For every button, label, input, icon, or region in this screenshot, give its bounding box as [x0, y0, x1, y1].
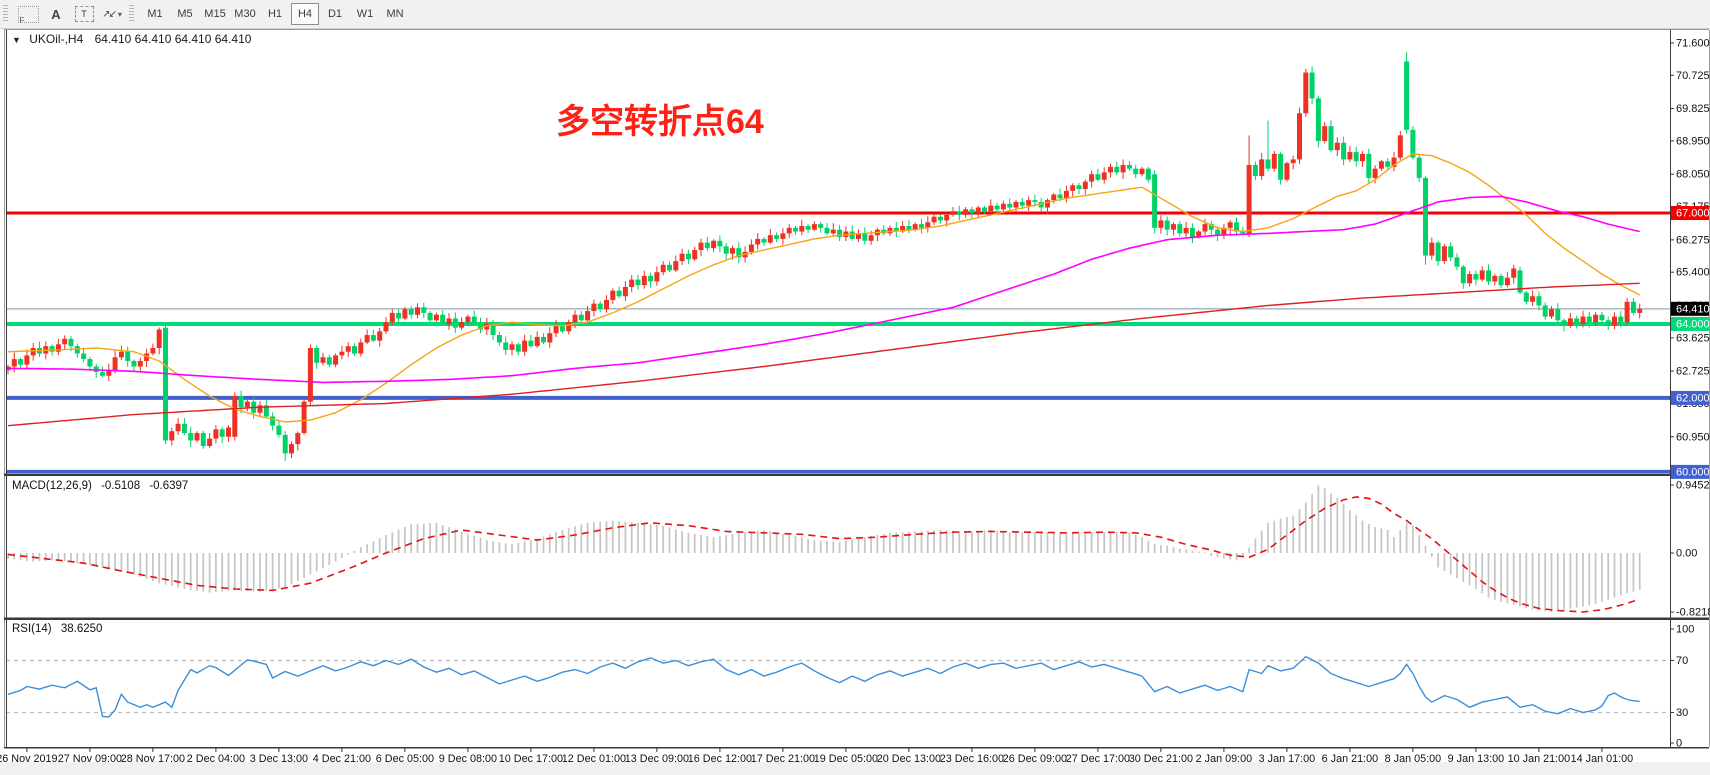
- svg-text:17 Dec 21:00: 17 Dec 21:00: [751, 753, 815, 765]
- svg-text:69.825: 69.825: [1676, 103, 1710, 115]
- svg-text:-0.8218: -0.8218: [1676, 607, 1710, 619]
- tf-button-m5[interactable]: M5: [177, 8, 193, 20]
- svg-text:9 Dec 08:00: 9 Dec 08:00: [439, 753, 497, 765]
- bottom-margin: [0, 762, 1710, 775]
- svg-text:65.400: 65.400: [1676, 267, 1710, 279]
- svg-text:6 Jan 21:00: 6 Jan 21:00: [1322, 753, 1378, 765]
- candles-layer: [7, 52, 1643, 461]
- svg-text:16 Dec 12:00: 16 Dec 12:00: [688, 753, 752, 765]
- text-label-tool-button[interactable]: A: [44, 3, 68, 25]
- svg-text:64.000: 64.000: [1676, 318, 1710, 330]
- toolbar-grip-icon[interactable]: [3, 5, 8, 23]
- price-badge-67.000: 67.000: [1671, 206, 1710, 221]
- svg-text:68.050: 68.050: [1676, 169, 1710, 181]
- svg-text:27 Nov 09:00: 27 Nov 09:00: [58, 753, 122, 765]
- svg-text:60.000: 60.000: [1676, 466, 1710, 478]
- svg-text:27 Dec 17:00: 27 Dec 17:00: [1066, 753, 1130, 765]
- ma-slow-red: [7, 282, 1640, 427]
- svg-text:71.600: 71.600: [1676, 37, 1710, 49]
- svg-text:9 Jan 13:00: 9 Jan 13:00: [1448, 753, 1504, 765]
- trade-annotation-text: 多空转折点64: [556, 103, 764, 141]
- tf-button-mn[interactable]: MN: [386, 8, 404, 20]
- svg-text:62.000: 62.000: [1676, 392, 1710, 404]
- svg-text:10 Dec 17:00: 10 Dec 17:00: [499, 753, 563, 765]
- svg-text:62.725: 62.725: [1676, 366, 1710, 378]
- price-axis: 71.60070.72569.82568.95068.05067.17566.2…: [1670, 37, 1710, 750]
- ma-fast-orange: [7, 153, 1641, 423]
- ohlc-values: 64.410 64.410 64.410 64.410: [94, 32, 252, 46]
- macd-panel: [7, 485, 1641, 613]
- diagonal-arrows-icon: ↗↙: [102, 8, 117, 20]
- chevron-down-icon: ▾: [117, 9, 122, 19]
- svg-text:64.410: 64.410: [1676, 303, 1710, 315]
- tf-button-m15[interactable]: M15: [204, 8, 226, 20]
- ma-mid-magenta: [8, 195, 1640, 384]
- svg-text:10 Jan 21:00: 10 Jan 21:00: [1508, 753, 1570, 765]
- svg-text:26 Dec 09:00: 26 Dec 09:00: [1003, 753, 1067, 765]
- symbol-period-label: UKOil-,H4: [29, 32, 84, 46]
- tf-button-d1[interactable]: D1: [327, 8, 343, 20]
- price-badge-62.000: 62.000: [1671, 390, 1710, 405]
- dashed-box-f-icon: F: [17, 5, 39, 25]
- svg-text:0.9452: 0.9452: [1676, 480, 1710, 492]
- tf-button-w1[interactable]: W1: [356, 8, 374, 20]
- tf-button-h4[interactable]: H4: [291, 3, 319, 25]
- svg-text:14 Jan 01:00: 14 Jan 01:00: [1571, 753, 1633, 765]
- svg-text:30 Dec 21:00: 30 Dec 21:00: [1129, 753, 1193, 765]
- svg-text:26 Nov 2019: 26 Nov 2019: [0, 753, 58, 765]
- svg-text:13 Dec 09:00: 13 Dec 09:00: [625, 753, 689, 765]
- svg-text:70: 70: [1676, 655, 1688, 667]
- svg-text:28 Nov 17:00: 28 Nov 17:00: [121, 753, 185, 765]
- svg-text:0.00: 0.00: [1676, 548, 1697, 560]
- rsi-indicator-label: RSI(14) 38.6250: [12, 623, 103, 635]
- svg-text:67.000: 67.000: [1676, 208, 1710, 220]
- svg-text:100: 100: [1676, 624, 1694, 636]
- fibonacci-tool-button[interactable]: F: [16, 3, 40, 25]
- macd-indicator-label: MACD(12,26,9) -0.5108 -0.6397: [12, 480, 189, 492]
- price-badge-60.000: 60.000: [1671, 464, 1710, 479]
- svg-text:3 Dec 13:00: 3 Dec 13:00: [250, 753, 308, 765]
- price-badge-64.000: 64.000: [1671, 316, 1710, 331]
- toolbar-grip-icon[interactable]: [129, 5, 134, 23]
- rsi-panel: [7, 655, 1670, 718]
- svg-text:70.725: 70.725: [1676, 70, 1710, 82]
- chart-symbol-header[interactable]: ▼ UKOil-,H4 64.410 64.410 64.410 64.410: [12, 32, 251, 46]
- svg-text:2 Jan 09:00: 2 Jan 09:00: [1196, 753, 1252, 765]
- text-box-tool-button[interactable]: T: [72, 3, 96, 25]
- svg-text:3 Jan 17:00: 3 Jan 17:00: [1259, 753, 1315, 765]
- svg-text:66.275: 66.275: [1676, 234, 1710, 246]
- svg-text:6 Dec 05:00: 6 Dec 05:00: [376, 753, 434, 765]
- svg-text:8 Jan 05:00: 8 Jan 05:00: [1385, 753, 1441, 765]
- arrow-objects-button[interactable]: ↗↙ ▾: [100, 3, 124, 25]
- svg-text:60.950: 60.950: [1676, 431, 1710, 443]
- svg-text:4 Dec 21:00: 4 Dec 21:00: [313, 753, 371, 765]
- tf-button-m30[interactable]: M30: [234, 8, 256, 20]
- main-panel: [7, 52, 1670, 473]
- current-price-badge: 64.410: [1671, 301, 1710, 316]
- macd-signal-line: [7, 496, 1640, 613]
- rsi-line: [7, 655, 1640, 718]
- letter-t-box-icon: T: [74, 6, 94, 22]
- svg-text:68.950: 68.950: [1676, 135, 1710, 147]
- svg-text:23 Dec 16:00: 23 Dec 16:00: [940, 753, 1004, 765]
- timeframe-bar: M1 M5 M15 M30 H1 H4 D1 W1 MN: [140, 3, 410, 25]
- tf-button-h1[interactable]: H1: [267, 8, 283, 20]
- toolbar: F A T ↗↙ ▾ M1 M5 M15 M30 H1 H4 D1 W1 MN: [0, 0, 1710, 29]
- svg-text:30: 30: [1676, 707, 1688, 719]
- svg-text:20 Dec 13:00: 20 Dec 13:00: [877, 753, 941, 765]
- tf-button-m1[interactable]: M1: [147, 8, 163, 20]
- letter-a-icon: A: [51, 6, 61, 22]
- svg-text:63.625: 63.625: [1676, 332, 1710, 344]
- svg-text:0: 0: [1676, 738, 1682, 750]
- collapse-triangle-icon[interactable]: ▼: [12, 35, 21, 45]
- svg-text:19 Dec 05:00: 19 Dec 05:00: [814, 753, 878, 765]
- svg-text:12 Dec 01:00: 12 Dec 01:00: [562, 753, 626, 765]
- svg-text:2 Dec 04:00: 2 Dec 04:00: [187, 753, 245, 765]
